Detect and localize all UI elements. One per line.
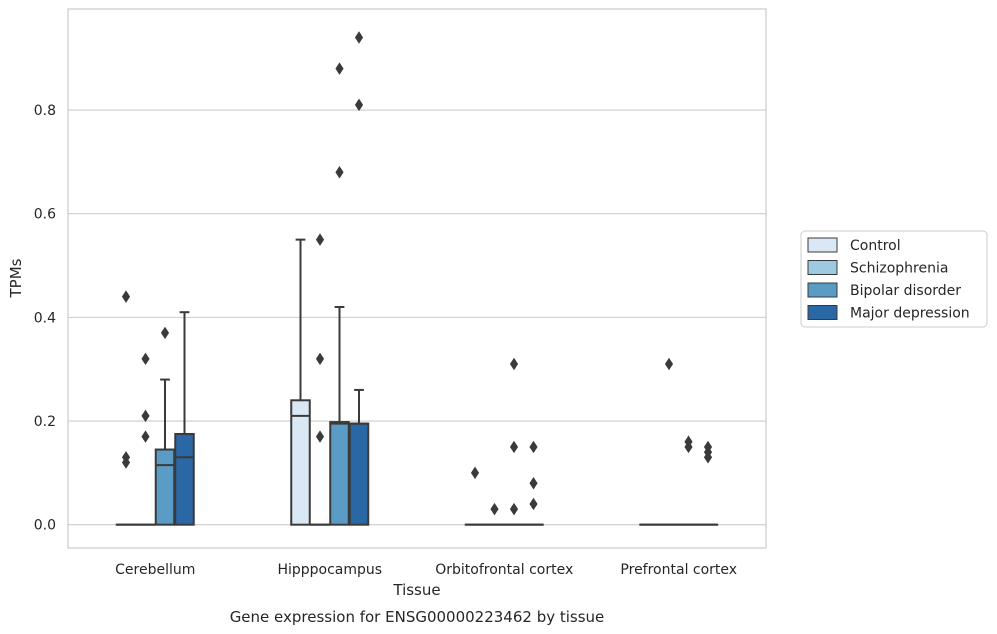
- y-tick-label: 0.2: [34, 414, 56, 430]
- box-group: [503, 357, 525, 526]
- box-group: [329, 62, 350, 526]
- box-group: [309, 233, 331, 526]
- box: [290, 399, 311, 526]
- box-group: [697, 440, 719, 526]
- outlier-point: [509, 357, 519, 371]
- box: [174, 432, 195, 526]
- box-group: [135, 352, 156, 526]
- y-tick-label: 0.0: [34, 518, 56, 534]
- outlier-point: [684, 440, 693, 454]
- outlier-point: [335, 62, 344, 75]
- box-series: [115, 31, 719, 526]
- y-axis-ticks: 0.0 0.2 0.4 0.6 0.8: [34, 103, 56, 534]
- outlier-point: [354, 31, 364, 44]
- box-group: [115, 290, 137, 526]
- series-schizophrenia: [135, 233, 680, 526]
- outlier-point: [509, 440, 519, 454]
- outlier-point: [141, 352, 150, 366]
- chart-caption: Gene expression for ENSG00000223462 by t…: [230, 608, 605, 626]
- x-tick-label: Orbitofrontal cortex: [435, 562, 573, 578]
- box: [348, 422, 370, 526]
- box-group: [174, 311, 195, 526]
- legend-label: Control: [850, 238, 901, 254]
- box: [154, 448, 176, 526]
- box-group: [678, 435, 699, 526]
- outlier-point: [470, 466, 480, 480]
- plot-area-frame: [67, 8, 767, 549]
- series-major-depression: [174, 31, 719, 526]
- box-group: [484, 502, 505, 526]
- legend-swatch: [807, 305, 838, 320]
- legend-label: Schizophrenia: [850, 261, 948, 277]
- box-group: [658, 357, 680, 526]
- y-tick-label: 0.8: [34, 103, 56, 119]
- box-group: [348, 31, 370, 526]
- legend-label: Bipolar disorder: [850, 283, 961, 299]
- outlier-point: [490, 502, 499, 516]
- series-bipolar-disorder: [154, 62, 699, 526]
- outlier-point: [315, 352, 325, 366]
- outlier-point: [529, 497, 538, 511]
- legend-label: Major depression: [850, 306, 970, 322]
- outlier-point: [121, 290, 131, 303]
- legend-swatch: [807, 260, 838, 275]
- outlier-point: [141, 430, 150, 443]
- outlier-point: [335, 166, 344, 179]
- box-group: [154, 326, 176, 526]
- outlier-point: [121, 456, 131, 469]
- box-group: [523, 440, 544, 526]
- outlier-point: [529, 476, 538, 490]
- y-axis-label: TPMs: [7, 258, 25, 298]
- outlier-point: [529, 440, 538, 454]
- outlier-point: [141, 409, 150, 423]
- box-group: [290, 238, 311, 526]
- legend-swatch: [807, 282, 838, 298]
- series-control: [115, 238, 660, 526]
- box: [329, 421, 350, 526]
- y-tick-label: 0.6: [34, 207, 56, 223]
- outlier-point: [315, 233, 325, 246]
- outlier-point: [703, 451, 713, 464]
- outlier-point: [315, 430, 325, 443]
- x-tick-label: Hipppocampus: [277, 562, 382, 578]
- outlier-point: [160, 326, 170, 340]
- legend-frame: [800, 230, 988, 328]
- x-tick-label: Cerebellum: [115, 562, 195, 578]
- legend: Control Schizophrenia Bipolar disorder Majo…: [800, 230, 988, 328]
- outlier-point: [354, 98, 364, 112]
- x-axis-ticks: Cerebellum Hipppocampus Orbitofrontal cort…: [115, 562, 737, 578]
- x-tick-label: Prefrontal cortex: [620, 562, 737, 578]
- box-group: [464, 466, 486, 526]
- y-tick-label: 0.4: [34, 310, 56, 326]
- x-axis-label: Tissue: [392, 581, 440, 599]
- outlier-point: [509, 502, 519, 516]
- legend-swatch: [807, 237, 838, 253]
- outlier-point: [664, 357, 674, 371]
